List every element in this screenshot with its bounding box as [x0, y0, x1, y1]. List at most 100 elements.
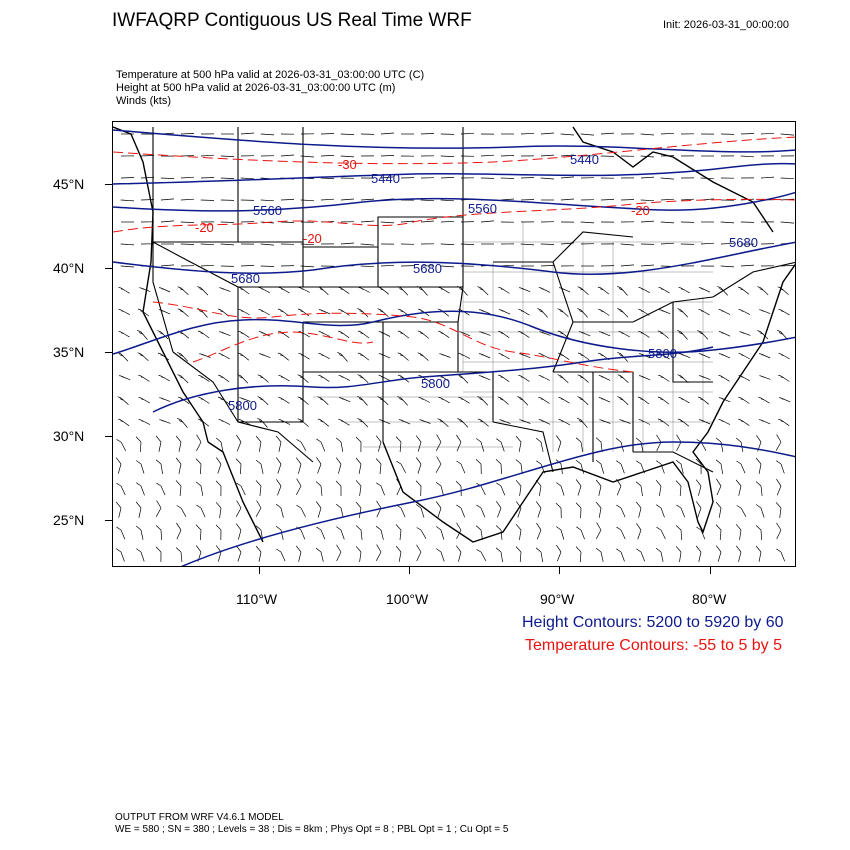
lat-label-40: 40°N [53, 260, 85, 276]
wind-barb-feather [296, 478, 302, 487]
wind-barb [359, 551, 362, 562]
wind-barb-feather [258, 331, 262, 333]
wind-barb [200, 375, 210, 382]
wind-barb-feather [121, 310, 124, 312]
wind-barb-feather [256, 500, 262, 509]
wind-barb [360, 375, 369, 384]
wind-barb-feather [155, 546, 162, 553]
wind-barb [260, 397, 269, 406]
wind-barb [660, 132, 675, 135]
wind-barb-feather [621, 332, 624, 334]
wind-barb-feather [577, 308, 582, 311]
wind-barb-feather [215, 437, 222, 443]
wind-barb [540, 132, 555, 135]
lon-label-110: 110°W [236, 591, 278, 607]
wind-barb-feather [721, 420, 724, 422]
wind-barb [300, 507, 306, 518]
wind-barb-feather [616, 548, 622, 553]
wind-barb-feather [180, 332, 184, 335]
wind-barb [520, 132, 535, 135]
wind-barb [220, 375, 230, 383]
wind-barb [179, 485, 182, 497]
wind-barb [640, 220, 655, 223]
wind-barb-feather [397, 308, 402, 311]
wind-barb [700, 397, 710, 405]
wind-barb [120, 331, 130, 338]
wind-barb-feather [475, 458, 482, 465]
wind-barb-feather [577, 396, 582, 399]
height-label: 5680 [231, 271, 260, 286]
wind-barb-feather [655, 547, 662, 553]
wind-barb [160, 529, 163, 541]
wind-barb [140, 309, 150, 317]
wind-barb-feather [595, 479, 602, 487]
wind-barb [400, 287, 409, 296]
wind-barb [420, 353, 429, 361]
wind-barb [437, 507, 442, 518]
wind-barb-feather [196, 504, 202, 509]
wind-barb-feather [120, 420, 124, 423]
wind-barb [660, 397, 670, 405]
wind-barb [380, 397, 389, 406]
wind-barb [680, 463, 684, 474]
wind-barb [497, 507, 502, 518]
wind-barb-feather [556, 482, 562, 487]
wind-barb-feather [261, 332, 264, 334]
wind-barb [640, 133, 655, 136]
wind-barb [620, 287, 628, 296]
wind-barb-feather [298, 352, 302, 355]
wind-barb [340, 331, 350, 339]
wind-barb-feather [316, 526, 322, 531]
wind-barb-feather [278, 330, 282, 333]
wind-barb [340, 155, 355, 158]
wind-barb-feather [361, 288, 364, 290]
wind-barb [776, 485, 782, 496]
wind-barb-feather [679, 376, 684, 379]
wind-barb-feather [441, 398, 444, 400]
wind-barb-feather [679, 332, 684, 335]
wind-barb-feather [538, 419, 542, 421]
wind-barb-feather [380, 288, 384, 291]
wind-barb [359, 485, 362, 496]
wind-barb-feather [535, 437, 542, 443]
wind-barb-feather [200, 332, 204, 335]
wind-barb-feather [559, 310, 564, 313]
wind-barb [120, 529, 126, 540]
wind-barb-feather [221, 354, 224, 356]
wind-barb-feather [440, 332, 444, 335]
wind-barb-feather [679, 310, 684, 313]
wind-barb-feather [215, 480, 222, 487]
wind-barb [240, 353, 250, 361]
wind-barb-feather [135, 436, 142, 443]
wind-barb [540, 177, 555, 180]
wind-barb-feather [176, 522, 182, 531]
wind-barb [520, 375, 530, 382]
wind-barb [580, 397, 589, 406]
wind-barb-feather [601, 376, 604, 378]
wind-barb-feather [637, 396, 642, 399]
wind-barb-feather [458, 396, 462, 399]
wind-barb [180, 198, 195, 201]
wind-barb [420, 199, 435, 202]
wind-barb-feather [655, 479, 662, 487]
wind-barb [780, 221, 795, 224]
wind-barb [780, 265, 795, 267]
wind-barb [637, 529, 642, 540]
wind-barb-feather [135, 460, 142, 465]
wind-barb [400, 463, 406, 474]
wind-barb-feather [115, 501, 122, 509]
wind-barb-feather [575, 437, 582, 443]
wind-barb-feather [697, 330, 702, 333]
wind-barb-feather [498, 352, 502, 355]
wind-barb-feather [616, 504, 622, 509]
wind-barb [780, 287, 789, 295]
wind-barb [500, 463, 502, 475]
wind-barb [700, 309, 710, 316]
wind-barb [780, 177, 795, 180]
wind-barb-feather [261, 310, 264, 312]
wind-barb-feather [136, 482, 142, 487]
wind-barb-feather [495, 459, 502, 465]
wind-barb [219, 507, 222, 518]
wind-barb [740, 353, 750, 360]
wind-barb [260, 199, 275, 202]
